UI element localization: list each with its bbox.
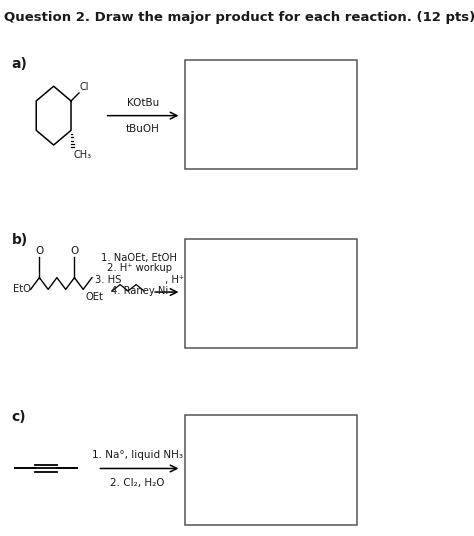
Text: O: O — [35, 245, 44, 256]
Text: 1. NaOEt, EtOH: 1. NaOEt, EtOH — [101, 252, 177, 263]
Bar — [185, 59, 356, 169]
Text: Question 2. Draw the major product for each reaction. (12 pts): Question 2. Draw the major product for e… — [4, 11, 474, 24]
Text: 3. HS              , H⁺: 3. HS , H⁺ — [95, 275, 184, 285]
Text: CH₃: CH₃ — [73, 150, 91, 160]
Text: OEt: OEt — [85, 292, 103, 302]
Text: b): b) — [12, 233, 28, 247]
Text: tBuOH: tBuOH — [126, 124, 160, 133]
Text: 2. Cl₂, H₂O: 2. Cl₂, H₂O — [110, 478, 165, 488]
Bar — [185, 239, 356, 348]
Text: 4. Raney Ni: 4. Raney Ni — [111, 286, 168, 296]
Text: Cl: Cl — [80, 83, 89, 92]
Text: KOtBu: KOtBu — [127, 98, 159, 108]
Text: EtO: EtO — [13, 285, 31, 294]
Text: 2. H⁺ workup: 2. H⁺ workup — [107, 263, 172, 273]
Text: O: O — [70, 245, 79, 256]
Text: a): a) — [12, 57, 27, 71]
Text: 1. Na°, liquid NH₃: 1. Na°, liquid NH₃ — [92, 450, 183, 460]
Bar — [185, 415, 356, 525]
Text: c): c) — [12, 410, 26, 423]
